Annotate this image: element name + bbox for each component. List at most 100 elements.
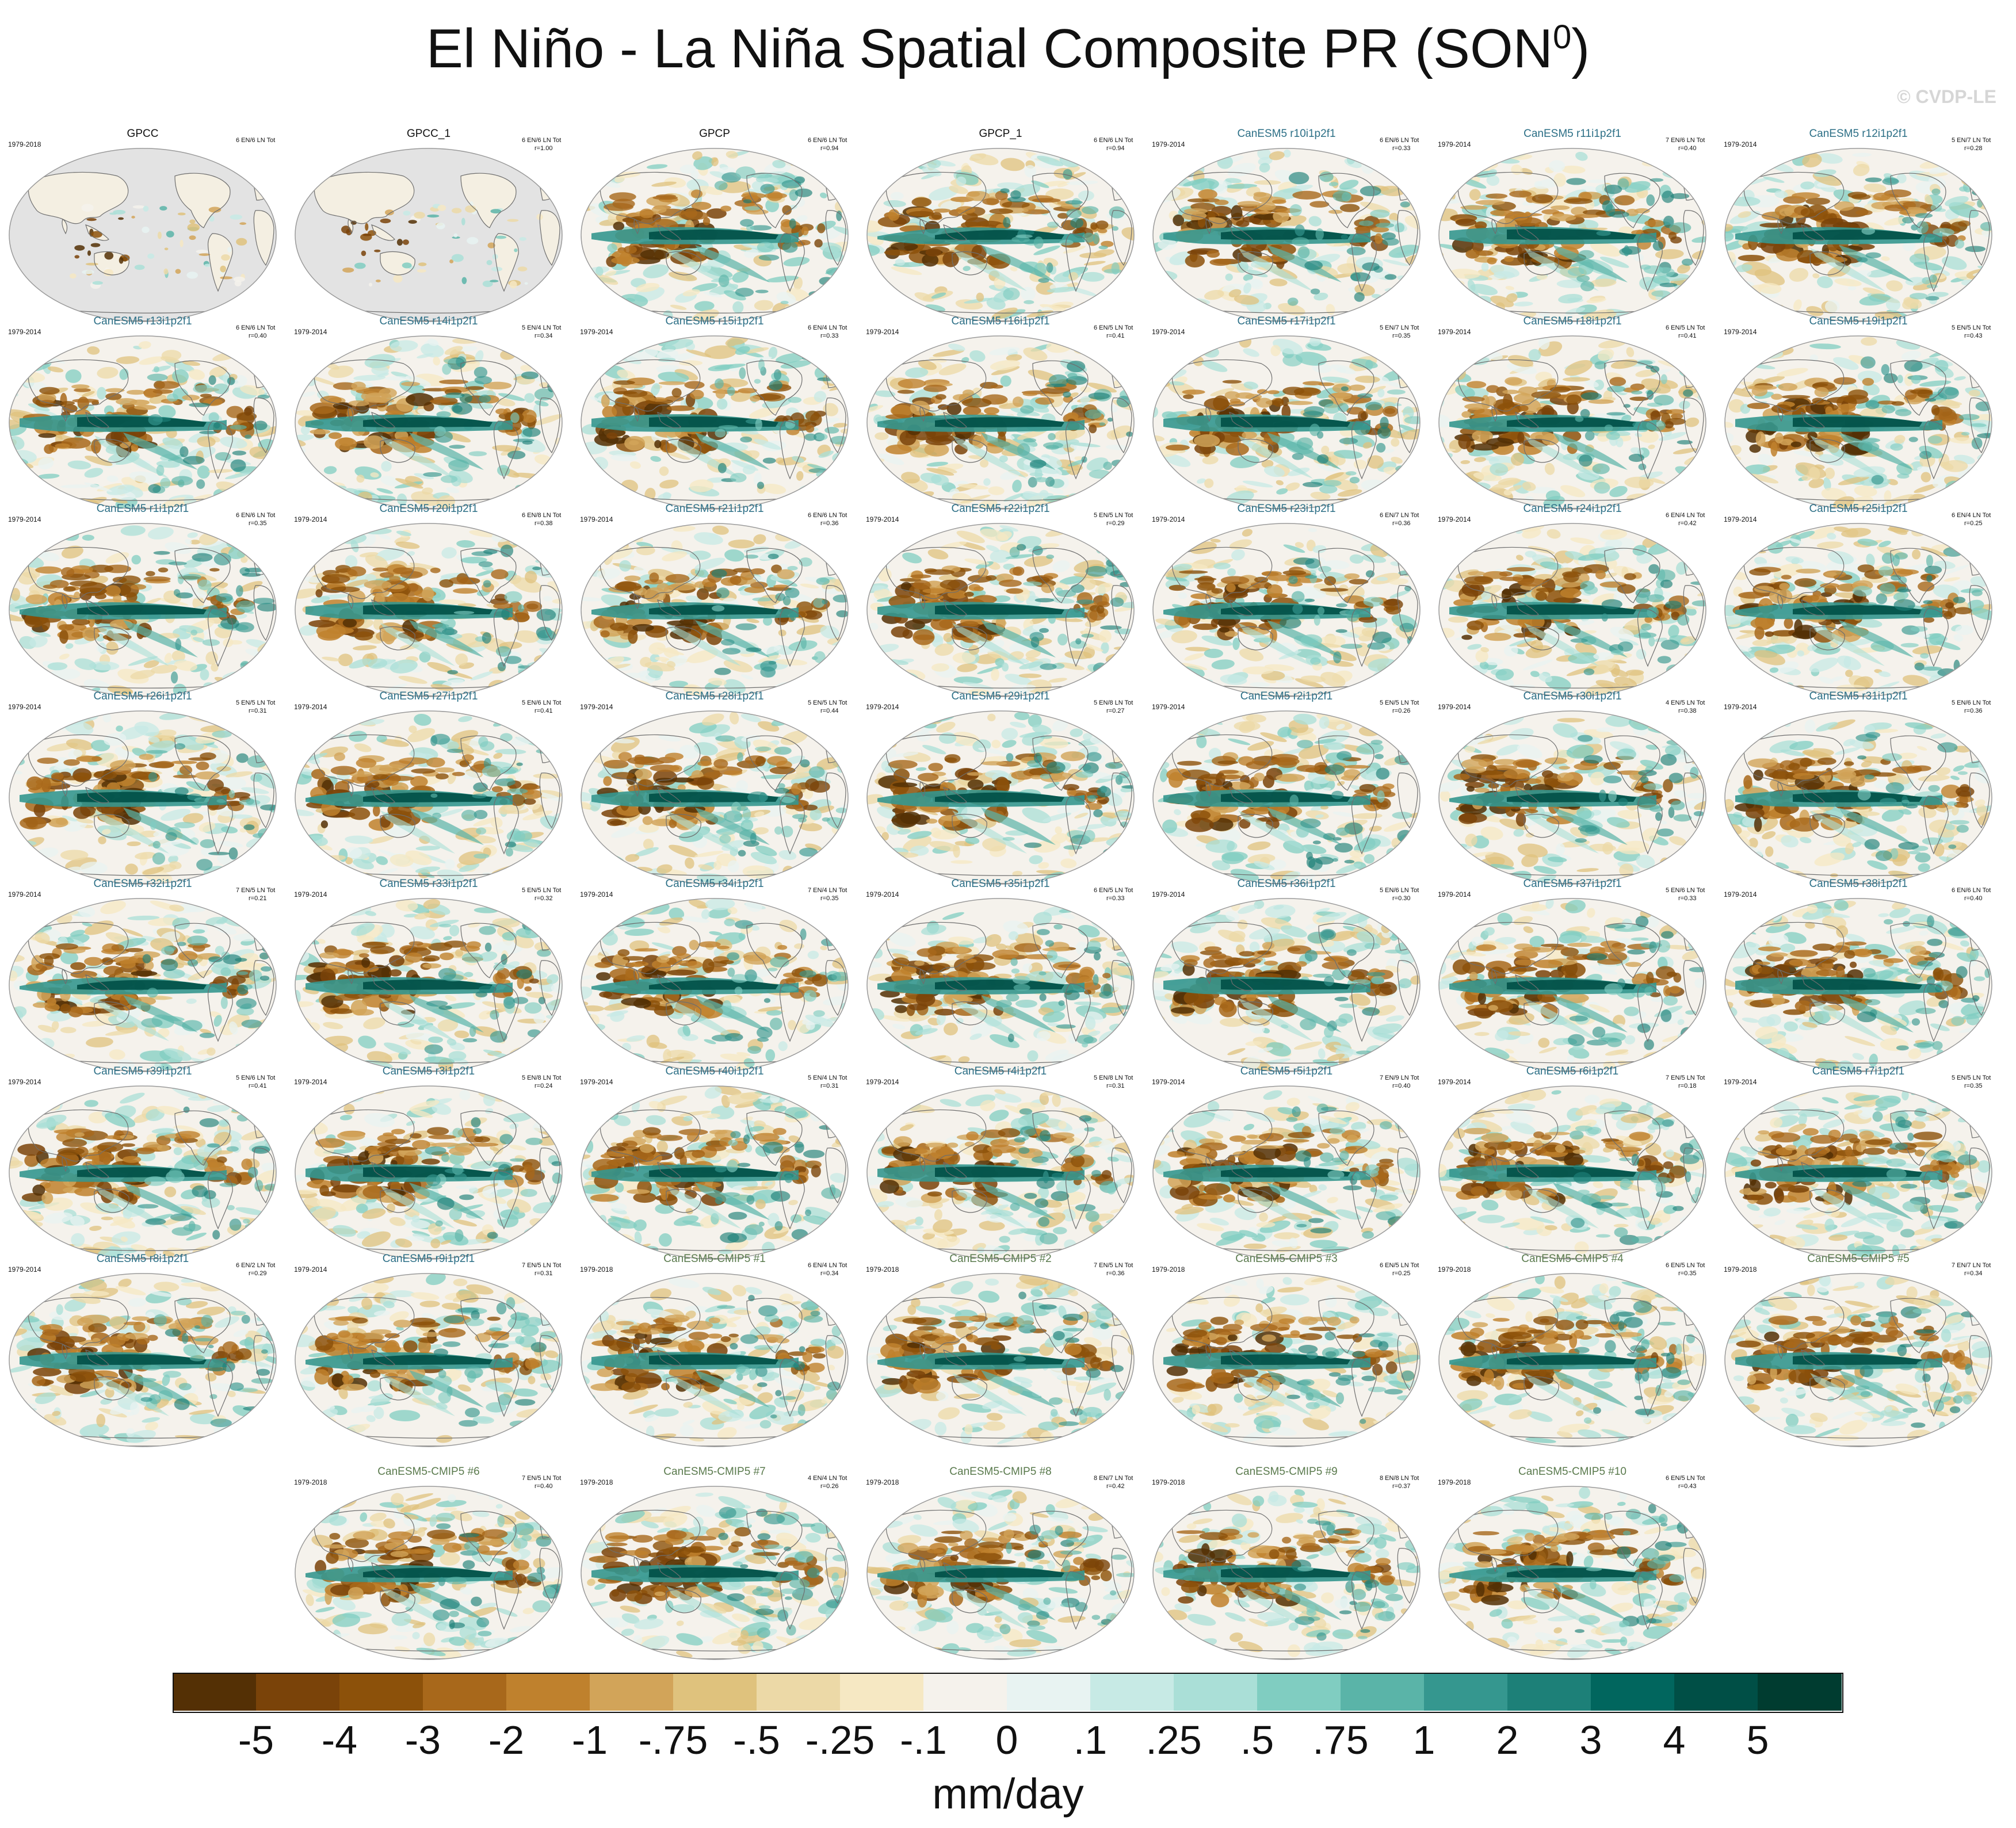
map-outline xyxy=(581,1486,849,1660)
land-anomaly-spots xyxy=(70,204,247,289)
panel-event-count: 6 EN/6 LN Tot xyxy=(236,137,276,144)
colorbar-swatch xyxy=(1090,1673,1174,1711)
panel-title: CanESM5-CMIP5 #10 xyxy=(1518,1466,1626,1478)
panel-pattern-correlation: r=0.25 xyxy=(1964,520,1983,527)
map-panel: CanESM5 r16i1p2f1 1979-2014 6 EN/5 LN Tot r… xyxy=(858,315,1143,517)
composite-map xyxy=(1724,1085,1992,1260)
panel-title: CanESM5 r12i1p2f1 xyxy=(1809,128,1908,140)
map-outline xyxy=(9,710,277,885)
wet-anomaly-band xyxy=(1735,546,1983,677)
panel-years: 1979-2014 xyxy=(580,1078,613,1086)
map-outline xyxy=(1152,335,1421,510)
map-panel: CanESM5 r7i1p2f1 1979-2014 5 EN/5 LN Tot r=… xyxy=(1716,1065,2001,1267)
wet-anomaly-band xyxy=(1735,1290,1992,1433)
panel-years: 1979-2014 xyxy=(294,1265,327,1274)
panel-event-count: 8 EN/8 LN Tot xyxy=(1380,1475,1419,1482)
panel-event-count: 5 EN/5 LN Tot xyxy=(236,699,276,706)
panel-pattern-correlation: r=0.34 xyxy=(820,1270,839,1277)
map-panel: GPCP_1 6 EN/6 LN Tot r=0.94 xyxy=(858,128,1143,329)
panel-event-count: 5 EN/8 LN Tot xyxy=(1094,699,1133,706)
panel-event-count: 6 EN/6 LN Tot xyxy=(1380,137,1419,144)
panel-years: 1979-2014 xyxy=(1152,703,1185,711)
panel-pattern-correlation: r=0.37 xyxy=(1392,1483,1411,1490)
map-panel: CanESM5 r32i1p2f1 1979-2014 7 EN/5 LN Tot r… xyxy=(0,878,285,1079)
wet-anomaly-band xyxy=(1163,171,1416,306)
panel-pattern-correlation: r=0.34 xyxy=(534,332,553,339)
map-panel: CanESM5 r13i1p2f1 1979-2014 6 EN/6 LN Tot r… xyxy=(0,315,285,517)
panel-years: 1979-2014 xyxy=(1152,1078,1185,1086)
panel-pattern-correlation: r=0.40 xyxy=(1678,145,1697,152)
map-panel: GPCC_1 6 EN/6 LN Tot r=1.00 xyxy=(286,128,571,329)
panel-event-count: 7 EN/4 LN Tot xyxy=(808,887,847,894)
wet-anomaly-band xyxy=(20,366,270,494)
panel-years: 1979-2014 xyxy=(580,515,613,523)
map-outline xyxy=(866,1486,1135,1660)
panel-years: 1979-2018 xyxy=(866,1478,899,1486)
panel-pattern-correlation: r=0.36 xyxy=(1106,1270,1125,1277)
panel-event-count: 5 EN/5 LN Tot xyxy=(1952,324,1991,331)
wet-anomaly-band xyxy=(591,1506,848,1638)
map-panel: CanESM5 r30i1p2f1 1979-2014 4 EN/5 LN Tot r… xyxy=(1430,690,1715,892)
map-panel: CanESM5 r6i1p2f1 1979-2014 7 EN/5 LN Tot r=… xyxy=(1430,1065,1715,1267)
panel-pattern-correlation: r=0.41 xyxy=(1106,332,1125,339)
wet-anomaly-band xyxy=(591,735,848,867)
colorbar-swatch xyxy=(423,1673,507,1711)
composite-map xyxy=(295,1085,563,1260)
map-outline xyxy=(1438,1486,1706,1660)
map-outline xyxy=(581,335,849,510)
colorbar-swatch xyxy=(1591,1673,1675,1711)
map-panel: CanESM5 r39i1p2f1 1979-2014 5 EN/6 LN Tot r… xyxy=(0,1065,285,1267)
wet-anomaly-band xyxy=(1735,732,1992,865)
composite-map xyxy=(9,710,277,885)
panel-event-count: 5 EN/7 LN Tot xyxy=(1952,137,1991,144)
colorbar-tick-label: 0 xyxy=(995,1718,1018,1762)
panel-event-count: 5 EN/4 LN Tot xyxy=(808,1074,847,1081)
panel-years: 1979-2018 xyxy=(1438,1478,1471,1486)
composite-map xyxy=(1438,1486,1706,1660)
panel-event-count: 5 EN/7 LN Tot xyxy=(1380,324,1419,331)
map-outline xyxy=(866,898,1135,1072)
panel-event-count: 6 EN/6 LN Tot xyxy=(236,324,276,331)
map-outline xyxy=(1724,335,1992,510)
wet-anomaly-band xyxy=(877,924,1134,1048)
map-panel: GPCP 6 EN/6 LN Tot r=0.94 xyxy=(572,128,857,329)
panel-event-count: 6 EN/6 LN Tot xyxy=(522,137,562,144)
panel-pattern-correlation: r=0.38 xyxy=(1678,708,1697,714)
map-outline xyxy=(866,148,1135,322)
panel-title: CanESM5 r23i1p2f1 xyxy=(1237,503,1336,515)
panel-pattern-correlation: r=0.24 xyxy=(534,1083,553,1089)
colorbar-swatch xyxy=(1341,1673,1425,1711)
panel-pattern-correlation: r=0.40 xyxy=(1392,1083,1411,1089)
colorbar-tick-label: 5 xyxy=(1746,1718,1769,1762)
composite-map xyxy=(581,523,849,697)
panel-event-count: 6 EN/4 LN Tot xyxy=(1666,512,1705,519)
panel-event-count: 5 EN/4 LN Tot xyxy=(522,324,562,331)
panel-years: 1979-2014 xyxy=(1438,328,1471,336)
panel-title: CanESM5 r30i1p2f1 xyxy=(1523,690,1622,702)
composite-map xyxy=(9,1273,277,1447)
panel-event-count: 6 EN/5 LN Tot xyxy=(1380,1262,1419,1269)
panel-title: CanESM5 r21i1p2f1 xyxy=(665,503,764,515)
panel-title: GPCC xyxy=(127,128,159,140)
colorbar-swatch xyxy=(506,1673,590,1711)
panel-event-count: 6 EN/6 LN Tot xyxy=(808,137,847,144)
panel-pattern-correlation: r=1.00 xyxy=(534,145,553,152)
map-panel: CanESM5 r3i1p2f1 1979-2014 5 EN/8 LN Tot r=… xyxy=(286,1065,571,1267)
panel-years: 1979-2014 xyxy=(580,890,613,898)
panel-event-count: 7 EN/5 LN Tot xyxy=(522,1262,562,1269)
panel-title: CanESM5 r18i1p2f1 xyxy=(1523,315,1622,327)
colorbar-swatch xyxy=(1674,1673,1758,1711)
panel-title: CanESM5 r1i1p2f1 xyxy=(96,503,189,515)
composite-map xyxy=(295,523,563,697)
panel-pattern-correlation: r=0.21 xyxy=(249,895,267,902)
panel-title: CanESM5 r7i1p2f1 xyxy=(1812,1065,1905,1077)
map-panel: CanESM5-CMIP5 #4 1979-2018 6 EN/5 LN Tot r=… xyxy=(1430,1253,1715,1454)
map-outline xyxy=(1438,710,1706,885)
map-outline xyxy=(866,335,1135,510)
panel-title: CanESM5 r22i1p2f1 xyxy=(951,503,1050,515)
panel-title: CanESM5-CMIP5 #3 xyxy=(1235,1253,1338,1265)
map-outline xyxy=(1438,1273,1706,1447)
map-outline xyxy=(295,523,563,697)
map-panel: CanESM5 r11i1p2f1 1979-2014 7 EN/6 LN Tot r… xyxy=(1430,128,1715,329)
panel-title: CanESM5-CMIP5 #1 xyxy=(663,1253,766,1265)
